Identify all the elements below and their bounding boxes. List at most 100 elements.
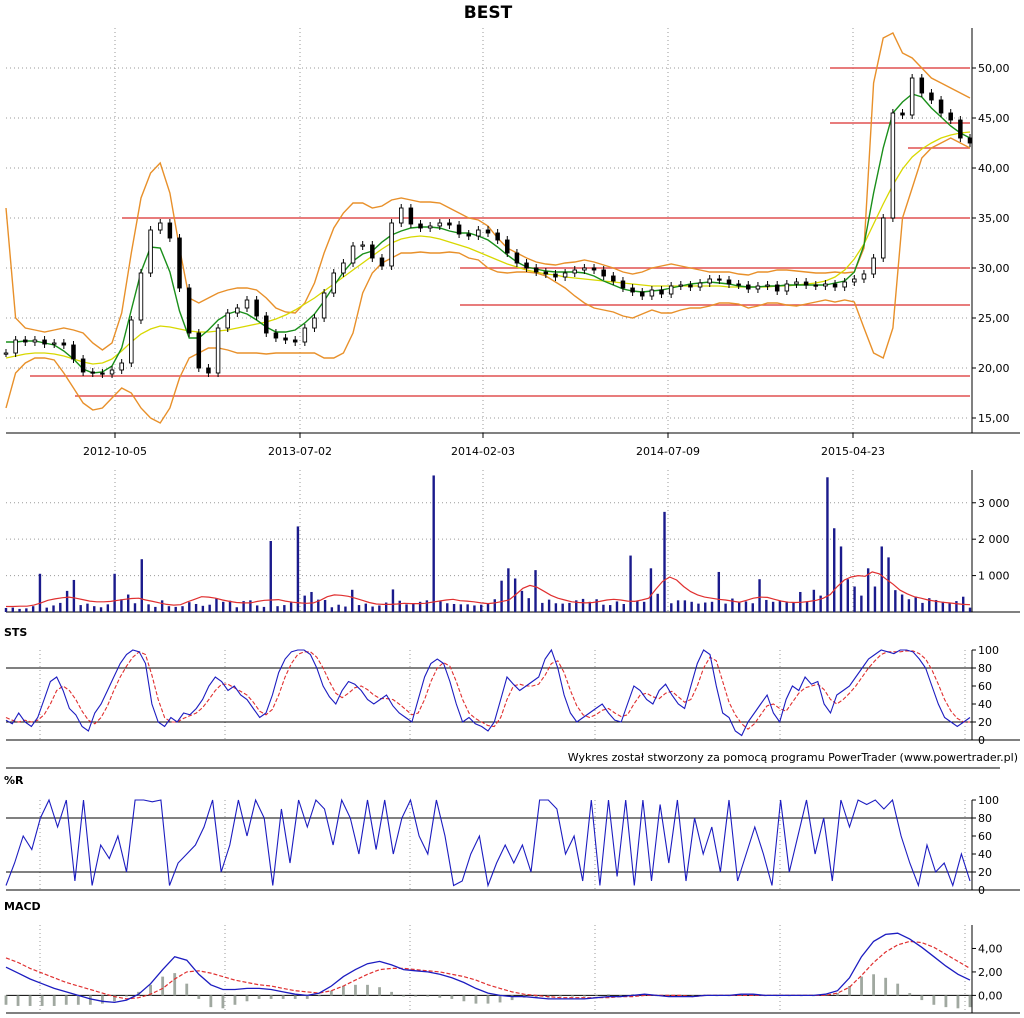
volume-bar [276,606,279,612]
candle [321,292,327,319]
volume-bar [106,604,110,612]
y-tick-label: 1 000 [978,570,1010,583]
macd-histogram-bar [848,986,851,996]
volume-bar [255,605,259,612]
macd-histogram-bar [896,983,900,996]
macd-histogram-bar [101,995,104,1004]
volume-bar [737,602,741,612]
volume-bar [575,600,578,612]
macd-histogram-bar [149,984,152,996]
macd-panel: 0,00 2,00 4,00 MACD [4,900,1020,1014]
volume-bar [418,601,422,612]
candle [514,252,520,264]
volume-bar [704,602,707,612]
candle [148,229,153,274]
candle [630,287,635,293]
volume-bar [894,590,897,612]
candle [852,278,857,283]
volume-bar [480,604,483,612]
volume-bar [907,599,911,612]
volume-bar [425,600,429,612]
candle [466,233,471,237]
volume-bar [860,595,863,612]
volume-bar [649,568,653,612]
candle [649,289,655,297]
volume-bar [235,607,239,612]
volume-bar [588,601,592,612]
volume-bar [181,606,184,612]
y-tick-label: 2,00 [978,966,1003,979]
volume-bar [208,604,211,612]
volume-bar [11,607,14,612]
candle [264,315,269,334]
bollinger-lower-line [5,137,971,424]
volume-bar [262,606,266,612]
volume-bar [527,598,530,612]
y-tick-label: 60 [978,680,992,693]
volume-bar [79,605,82,612]
candle [543,271,549,275]
y-tick-label: 35,00 [978,212,1010,225]
candle [707,278,712,284]
volume-bar [194,603,198,612]
volume-bar [25,608,28,612]
volume-bar [826,477,829,612]
macd-histogram-bar [402,995,406,997]
candle [562,272,568,278]
candle [784,283,790,292]
macd-histogram-bar [908,993,912,996]
volume-bar [439,601,442,612]
candle [408,207,414,225]
y-tick-label: 20 [978,866,992,879]
candle [206,367,211,374]
macd-histogram-bar [486,995,490,1004]
candle [235,307,240,314]
y-tick-label: 50,00 [978,62,1010,75]
y-tick-label: 20,00 [978,362,1010,375]
y-tick-label: 40,00 [978,162,1010,175]
volume-bar [188,602,191,612]
candle [129,319,134,364]
volume-bar [602,604,605,612]
volume-bar [724,603,727,612]
volume-bar [384,602,388,612]
candle [495,232,500,241]
macd-histogram-bar [872,974,875,996]
volume-bar [446,603,449,612]
candle [3,352,9,355]
volume-bar [642,601,646,612]
macd-histogram-bar [28,995,32,1006]
volume-bar [378,605,381,612]
candle [167,222,173,239]
volume-bar [242,601,245,612]
volume-bar [317,599,320,612]
candle [456,224,462,235]
volume-bar [65,590,69,612]
candle [505,239,510,254]
volume-bar [160,600,164,612]
y-tick-label: 30,00 [978,262,1010,275]
volume-bar [547,599,551,612]
candle [215,327,221,374]
credit-text: Wykres został stworzony za pomocą progra… [568,751,1018,764]
volume-panel: 1 000 2 000 3 000 [4,470,1020,613]
macd-histogram-bar [510,995,514,1001]
macd-histogram-bar [16,995,20,1006]
y-tick-label: 60 [978,830,992,843]
candle [437,222,443,227]
volume-bar [126,594,130,612]
macd-histogram-bar [619,995,622,997]
candle [51,342,57,345]
macd-histogram-bar [354,984,357,996]
candle [717,278,722,281]
bollinger-upper-line [5,32,971,351]
sts-signal-line [5,650,970,730]
macd-histogram-bar [462,995,466,1002]
candle [157,222,163,231]
volume-bar [928,598,931,612]
y-tick-label: 15,00 [978,412,1010,425]
macd-histogram-bar [860,976,863,996]
volume-bar [880,546,883,612]
y-tick-label: 2 000 [978,533,1010,546]
macd-histogram-bar [161,976,165,996]
